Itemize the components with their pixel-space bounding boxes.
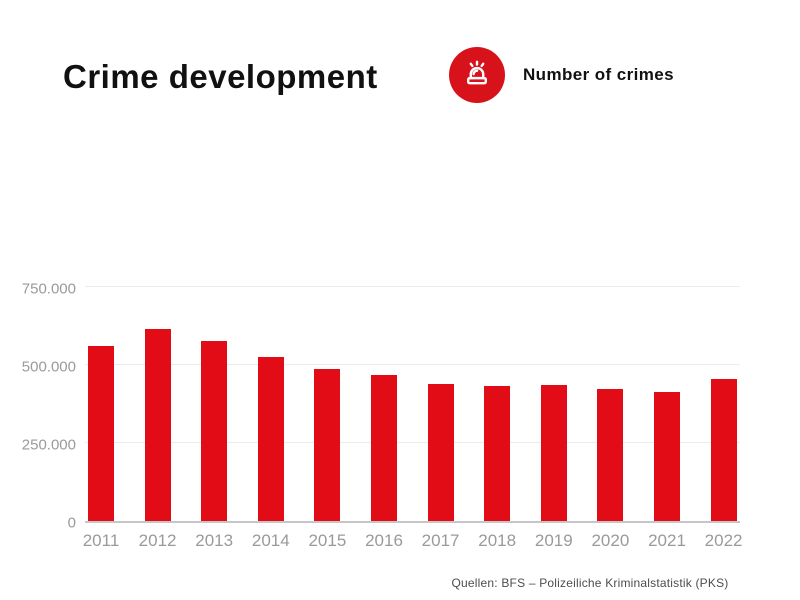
y-tick-label: 0 <box>67 514 76 532</box>
x-tick-label: 2017 <box>421 531 460 550</box>
x-tick-label: 2013 <box>195 531 234 550</box>
y-tick-label: 500.000 <box>21 358 76 376</box>
x-tick-label: 2018 <box>478 531 517 550</box>
y-tick-label: 250.000 <box>21 436 76 454</box>
x-tick-label: 2020 <box>591 531 630 550</box>
siren-icon <box>449 47 505 103</box>
x-tick-label: 2015 <box>308 531 347 550</box>
gridline <box>85 286 740 287</box>
page-title: Crime development <box>63 58 378 95</box>
x-tick-label: 2021 <box>648 531 686 550</box>
x-tick-label: 2012 <box>138 531 177 550</box>
bar-2014 <box>257 356 284 521</box>
bar-2011 <box>88 346 114 521</box>
source-note: Quellen: BFS – Polizeiliche Kriminalstat… <box>451 576 729 590</box>
bar-2012 <box>144 329 171 521</box>
x-tick-label: 2016 <box>365 531 403 550</box>
legend-label: Number of crimes <box>523 65 674 84</box>
x-tick-label: 2014 <box>251 531 290 550</box>
x-tick-label: 2011 <box>82 531 120 550</box>
bar-2017 <box>427 384 454 521</box>
bar-2021 <box>654 392 680 521</box>
y-tick-label: 750.000 <box>21 280 76 298</box>
x-axis: 2011 2012 2013 2014 2015 2016 2017 2018 2019 2020… <box>83 531 743 553</box>
bar-2013 <box>201 340 228 521</box>
bar-2019 <box>540 384 567 521</box>
bar-2018 <box>484 385 511 521</box>
chart-legend: Number of crimes <box>449 47 674 103</box>
gridline <box>85 442 740 443</box>
bar-2020 <box>597 389 624 521</box>
bar-2015 <box>314 368 341 521</box>
bar-2022 <box>710 378 737 521</box>
y-axis: 0 250.000 500.000 750.000 <box>0 282 76 531</box>
gridline <box>85 364 740 365</box>
bar-2016 <box>371 375 397 521</box>
x-tick-label: 2022 <box>704 531 743 550</box>
plot-area <box>85 286 740 523</box>
x-tick-label: 2019 <box>534 531 573 550</box>
